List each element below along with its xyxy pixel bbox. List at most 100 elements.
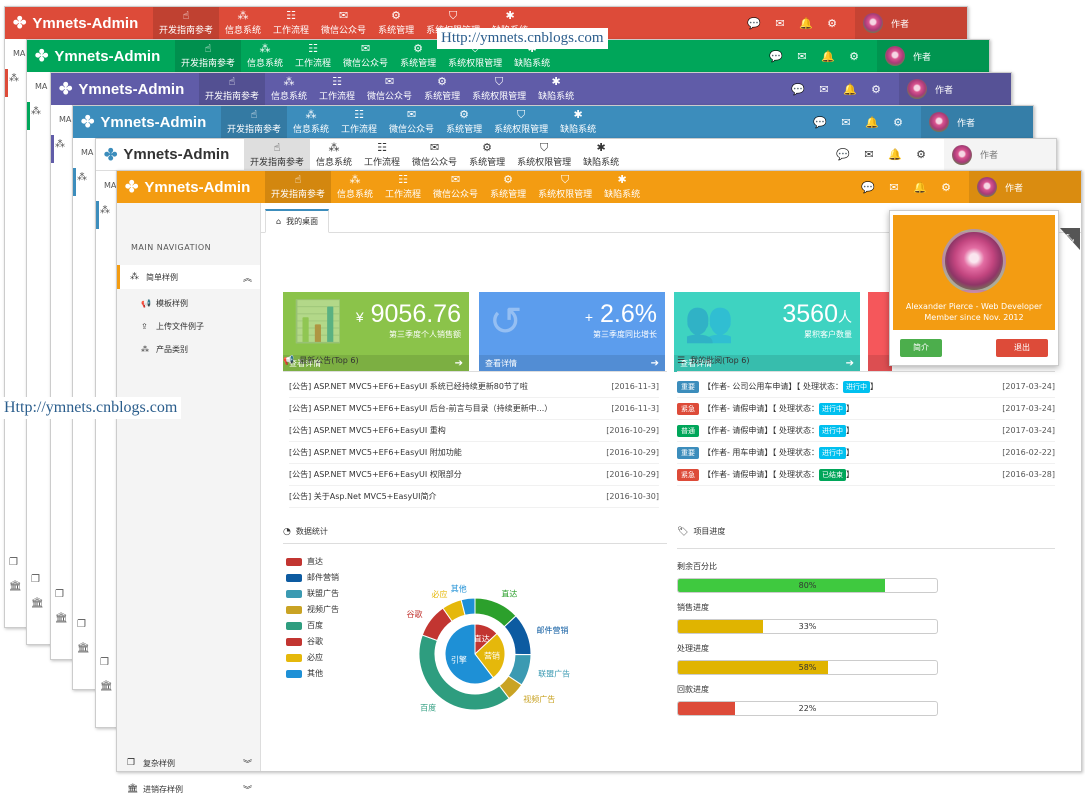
notice-row[interactable]: [公告] ASP.NET MVC5+EF6+EasyUI 附加功能 [2016-1… <box>289 442 659 464</box>
sidebar-menu-complex[interactable]: ❐ 复杂样例 ︾ <box>117 751 260 775</box>
comment-icon[interactable]: 💬 <box>747 16 761 30</box>
notice-row[interactable]: [公告] ASP.NET MVC5+EF6+EasyUI 系统已经持续更新80节… <box>289 376 659 398</box>
logout-button[interactable]: 退出 <box>996 339 1048 357</box>
sidebar-sub-upload[interactable]: ⇪ 上传文件例子 <box>141 321 204 332</box>
legend-item[interactable]: 视频广告 <box>286 604 339 615</box>
outer-slice[interactable] <box>460 597 476 616</box>
nav-item-2[interactable]: ☷ 工作流程 <box>289 40 337 72</box>
nav-item-5[interactable]: ⛉ 系统权限管理 <box>488 106 554 138</box>
approval-row[interactable]: 重要 【作者- 用车申请】【 处理状态： 进行中】 [2016-02-22] <box>677 442 1055 464</box>
nav-item-1[interactable]: ⁂ 信息系统 <box>331 171 379 203</box>
nav-item-3[interactable]: ✉ 微信公众号 <box>383 106 440 138</box>
logo[interactable]: ✤ Ymnets-Admin <box>5 13 153 33</box>
stat-more-link[interactable]: 查看详情 ➔ <box>674 355 860 372</box>
user-menu[interactable]: 作者 <box>969 171 1081 203</box>
nav-item-0[interactable]: ☝ 开发指南参考 <box>244 139 311 170</box>
nav-item-6[interactable]: ✱ 缺陷系统 <box>598 171 646 203</box>
logo[interactable]: ✤ Ymnets-Admin <box>27 46 175 66</box>
stat-more-link[interactable]: 查看详情 ➔ <box>283 355 469 372</box>
nav-item-1[interactable]: ⁂ 信息系统 <box>265 73 313 105</box>
nav-item-3[interactable]: ✉ 微信公众号 <box>361 73 418 105</box>
nav-item-0[interactable]: ☝ 开发指南参考 <box>175 40 242 72</box>
nav-item-6[interactable]: ✱ 缺陷系统 <box>532 73 580 105</box>
logo[interactable]: ✤ Ymnets-Admin <box>117 177 265 197</box>
notice-row[interactable]: [公告] ASP.NET MVC5+EF6+EasyUI 后台-前言与目录（持续… <box>289 398 659 420</box>
comment-icon[interactable]: 💬 <box>791 82 805 96</box>
envelope-icon[interactable]: ✉ <box>841 115 851 129</box>
nav-item-5[interactable]: ⛉ 系统权限管理 <box>532 171 598 203</box>
nav-item-6[interactable]: ✱ 缺陷系统 <box>577 139 625 170</box>
gears-icon[interactable]: ⚙ <box>941 180 951 194</box>
inner-slice[interactable] <box>444 623 494 685</box>
gears-icon[interactable]: ⚙ <box>849 49 859 63</box>
user-menu[interactable]: 作者 <box>921 106 1033 138</box>
user-menu[interactable]: 作者 <box>899 73 1011 105</box>
envelope-icon[interactable]: ✉ <box>889 180 899 194</box>
legend-item[interactable]: 谷歌 <box>286 636 323 647</box>
nav-item-2[interactable]: ☷ 工作流程 <box>267 7 315 39</box>
nav-item-4[interactable]: ⚙ 系统管理 <box>484 171 532 203</box>
legend-item[interactable]: 邮件营销 <box>286 572 339 583</box>
approval-row[interactable]: 普通 【作者- 请假申请】【 处理状态： 进行中】 [2017-03-24] <box>677 420 1055 442</box>
approval-row[interactable]: 重要 【作者- 公司公用车申请】【 处理状态： 进行中】 [2017-03-24] <box>677 376 1055 398</box>
notice-row[interactable]: [公告] 关于Asp.Net MVC5+EasyUI简介 [2016-10-30] <box>289 486 659 508</box>
envelope-icon[interactable]: ✉ <box>775 16 785 30</box>
nav-item-3[interactable]: ✉ 微信公众号 <box>337 40 394 72</box>
bell-icon[interactable]: 🔔 <box>888 148 902 161</box>
nav-item-3[interactable]: ✉ 微信公众号 <box>315 7 372 39</box>
nav-item-0[interactable]: ☝ 开发指南参考 <box>221 106 288 138</box>
envelope-icon[interactable]: ✉ <box>819 82 829 96</box>
notice-row[interactable]: [公告] ASP.NET MVC5+EF6+EasyUI 重构 [2016-10-… <box>289 420 659 442</box>
envelope-icon[interactable]: ✉ <box>797 49 807 63</box>
bell-icon[interactable]: 🔔 <box>913 180 927 194</box>
sidebar-menu-inventory[interactable]: 🏛 进销存样例 ︾ <box>117 777 260 801</box>
bell-icon[interactable]: 🔔 <box>843 82 857 96</box>
logo[interactable]: ✤ Ymnets-Admin <box>51 79 199 99</box>
legend-item[interactable]: 必应 <box>286 652 323 663</box>
nav-item-4[interactable]: ⚙ 系统管理 <box>372 7 420 39</box>
nav-item-1[interactable]: ⁂ 信息系统 <box>287 106 335 138</box>
legend-item[interactable]: 联盟广告 <box>286 588 339 599</box>
tab-desktop[interactable]: ⌂ 我的桌面 <box>265 209 330 233</box>
legend-item[interactable]: 百度 <box>286 620 323 631</box>
nav-item-4[interactable]: ⚙ 系统管理 <box>463 139 511 170</box>
comment-icon[interactable]: 💬 <box>813 115 827 129</box>
legend-item[interactable]: 直达 <box>286 556 323 567</box>
envelope-icon[interactable]: ✉ <box>864 148 874 161</box>
stat-more-link[interactable]: 查看详情 ➔ <box>479 355 665 372</box>
sidebar-sub-template[interactable]: 📢 模板样例 <box>141 298 188 309</box>
nav-item-4[interactable]: ⚙ 系统管理 <box>440 106 488 138</box>
nav-item-1[interactable]: ⁂ 信息系统 <box>310 139 358 170</box>
gears-icon[interactable]: ⚙ <box>827 16 837 30</box>
profile-button[interactable]: 简介 <box>900 339 942 357</box>
bell-icon[interactable]: 🔔 <box>865 115 879 129</box>
approval-row[interactable]: 紧急 【作者- 请假申请】【 处理状态： 已结束】 [2016-03-28] <box>677 464 1055 486</box>
nav-item-4[interactable]: ⚙ 系统管理 <box>394 40 442 72</box>
nav-item-5[interactable]: ⛉ 系统权限管理 <box>511 139 577 170</box>
comment-icon[interactable]: 💬 <box>769 49 783 63</box>
bell-icon[interactable]: 🔔 <box>799 16 813 30</box>
user-menu[interactable]: 作者 <box>877 40 989 72</box>
notice-row[interactable]: [公告] ASP.NET MVC5+EF6+EasyUI 权限部分 [2016-1… <box>289 464 659 486</box>
nav-item-1[interactable]: ⁂ 信息系统 <box>219 7 267 39</box>
nav-item-3[interactable]: ✉ 微信公众号 <box>427 171 484 203</box>
nav-item-2[interactable]: ☷ 工作流程 <box>335 106 383 138</box>
nav-item-1[interactable]: ⁂ 信息系统 <box>241 40 289 72</box>
nav-item-4[interactable]: ⚙ 系统管理 <box>418 73 466 105</box>
nav-item-3[interactable]: ✉ 微信公众号 <box>406 139 463 170</box>
user-menu[interactable]: 作者 <box>944 139 1056 170</box>
gears-icon[interactable]: ⚙ <box>871 82 881 96</box>
nav-item-5[interactable]: ⛉ 系统权限管理 <box>466 73 532 105</box>
nav-item-0[interactable]: ☝ 开发指南参考 <box>199 73 266 105</box>
nav-item-0[interactable]: ☝ 开发指南参考 <box>153 7 220 39</box>
sidebar-sub-category[interactable]: ⁂ 产品类别 <box>141 344 188 355</box>
approval-row[interactable]: 紧急 【作者- 请假申请】【 处理状态： 进行中】 [2017-03-24] <box>677 398 1055 420</box>
comment-icon[interactable]: 💬 <box>836 148 850 161</box>
gears-icon[interactable]: ⚙ <box>916 148 926 161</box>
comment-icon[interactable]: 💬 <box>861 180 875 194</box>
nav-item-2[interactable]: ☷ 工作流程 <box>358 139 406 170</box>
bell-icon[interactable]: 🔔 <box>821 49 835 63</box>
gears-icon[interactable]: ⚙ <box>893 115 903 129</box>
legend-item[interactable]: 其他 <box>286 668 323 679</box>
nav-item-6[interactable]: ✱ 缺陷系统 <box>554 106 602 138</box>
